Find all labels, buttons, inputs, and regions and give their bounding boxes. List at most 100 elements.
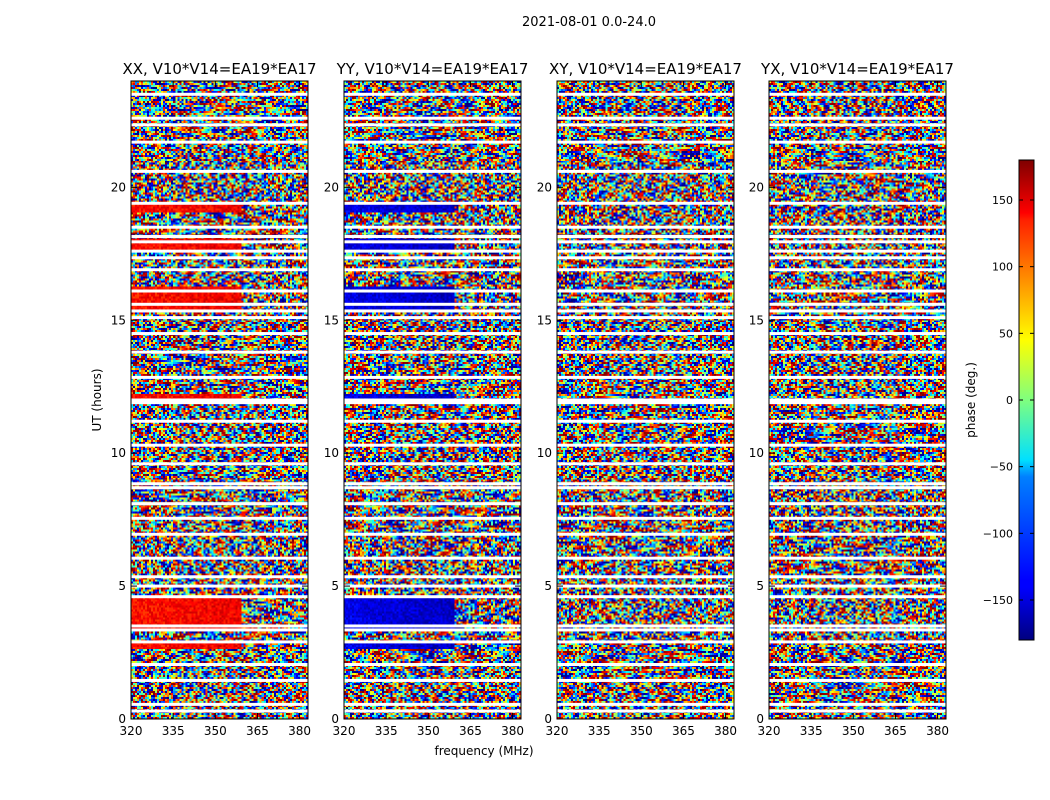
flagged-row — [344, 302, 521, 306]
flagged-row — [344, 462, 521, 466]
flagged-row — [557, 709, 734, 713]
flagged-row — [131, 350, 308, 354]
x-axis-label: frequency (MHz) — [434, 744, 533, 758]
flagged-row — [344, 709, 521, 713]
flagged-row — [557, 595, 734, 599]
flagged-row — [344, 443, 521, 447]
flagged-row — [344, 702, 521, 706]
flagged-row — [557, 663, 734, 667]
flagged-row — [769, 289, 946, 293]
flagged-row — [557, 516, 734, 520]
y-tick-label: 5 — [331, 579, 339, 593]
flagged-row — [557, 268, 734, 272]
flagged-row — [131, 401, 308, 405]
flagged-row — [557, 482, 734, 486]
flagged-row — [131, 123, 308, 127]
colorbar-tick-label: −150 — [983, 594, 1013, 607]
flagged-row — [769, 140, 946, 144]
x-tick-label: 320 — [333, 724, 356, 738]
flagged-row — [769, 556, 946, 560]
flagged-row — [344, 309, 521, 313]
flagged-row — [344, 624, 521, 628]
flagged-row — [557, 332, 734, 336]
flagged-row — [769, 332, 946, 336]
flagged-row — [557, 249, 734, 253]
flagged-row — [344, 140, 521, 144]
flagged-row — [344, 375, 521, 379]
x-tick-label: 335 — [162, 724, 185, 738]
panels: XX, V10*V14=EA19*EA17 320 335 350 365 380 0 5 10… — [111, 60, 954, 738]
panel-xx: XX, V10*V14=EA19*EA17 320 335 350 365 380 0 5 10… — [111, 60, 317, 738]
y-tick-label: 15 — [537, 313, 552, 327]
flagged-row — [131, 502, 308, 506]
flagged-row — [769, 702, 946, 706]
flagged-row — [769, 575, 946, 579]
flagged-row — [131, 678, 308, 682]
flagged-row — [769, 678, 946, 682]
flagged-row — [557, 556, 734, 560]
flagged-row — [344, 249, 521, 253]
y-tick-label: 5 — [118, 579, 126, 593]
flagged-row — [344, 401, 521, 405]
flagged-row — [344, 482, 521, 486]
flagged-row — [769, 249, 946, 253]
x-tick-label: 350 — [417, 724, 440, 738]
flagged-row — [769, 375, 946, 379]
y-tick-label: 15 — [324, 313, 339, 327]
flagged-row — [131, 532, 308, 536]
flagged-row — [557, 289, 734, 293]
panel-frame — [768, 80, 947, 720]
flagged-row — [344, 532, 521, 536]
x-tick-label: 350 — [630, 724, 653, 738]
x-tick-label: 335 — [375, 724, 398, 738]
flagged-row — [557, 116, 734, 120]
flagged-row — [344, 235, 521, 239]
flagged-row — [769, 256, 946, 260]
flagged-row — [344, 398, 521, 402]
flagged-row — [131, 709, 308, 713]
flagged-row — [131, 140, 308, 144]
flagged-row — [131, 628, 308, 632]
flagged-row — [557, 235, 734, 239]
x-tick-label: 365 — [672, 724, 695, 738]
flagged-row — [131, 702, 308, 706]
panel-title: XX, V10*V14=EA19*EA17 — [122, 60, 316, 78]
flagged-row — [557, 225, 734, 229]
flagged-row — [769, 709, 946, 713]
flagged-row — [769, 628, 946, 632]
flagged-row — [769, 201, 946, 205]
panel-title: YY, V10*V14=EA19*EA17 — [336, 60, 529, 78]
flagged-row — [557, 628, 734, 632]
flagged-row — [131, 482, 308, 486]
flagged-row — [344, 556, 521, 560]
flagged-row — [131, 268, 308, 272]
flagged-row — [131, 375, 308, 379]
flagged-row — [344, 516, 521, 520]
y-tick-label: 20 — [749, 180, 764, 194]
flagged-row — [769, 502, 946, 506]
flagged-row — [769, 240, 946, 244]
flagged-row — [131, 516, 308, 520]
flagged-row — [131, 256, 308, 260]
flagged-row — [769, 116, 946, 120]
flagged-row — [557, 240, 734, 244]
panel-frame — [343, 80, 522, 720]
x-tick-label: 335 — [800, 724, 823, 738]
flagged-row — [557, 201, 734, 205]
flagged-row — [769, 169, 946, 173]
flagged-row — [557, 92, 734, 96]
flagged-row — [557, 316, 734, 320]
flagged-row — [131, 640, 308, 644]
flagged-row — [769, 584, 946, 588]
colorbar-ticks: 150 100 50 0 −50 −100 −150 — [983, 194, 1034, 607]
flagged-row — [131, 116, 308, 120]
flagged-row — [131, 595, 308, 599]
panel-yy: YY, V10*V14=EA19*EA17 320 335 350 365 380 0 5 10… — [324, 60, 529, 738]
flagged-row — [344, 628, 521, 632]
flagged-row — [131, 169, 308, 173]
flagged-row — [769, 398, 946, 402]
flagged-row — [769, 486, 946, 490]
flagged-row — [131, 235, 308, 239]
x-tick-label: 380 — [926, 724, 949, 738]
y-tick-label: 10 — [537, 446, 552, 460]
